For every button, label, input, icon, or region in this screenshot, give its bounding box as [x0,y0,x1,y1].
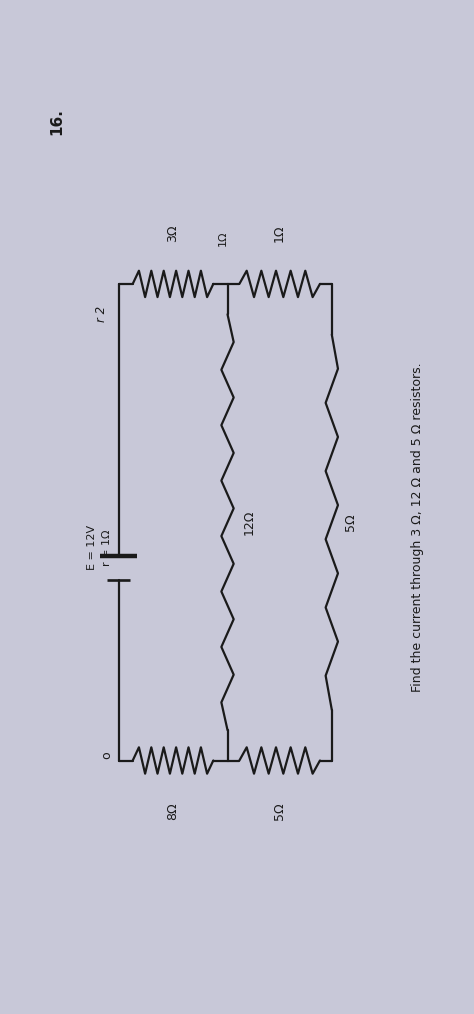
Text: E = 12V: E = 12V [87,525,98,570]
Text: r 2: r 2 [95,306,109,322]
Text: r = 1Ω: r = 1Ω [101,529,112,566]
Text: 8Ω: 8Ω [166,802,180,820]
Text: Find the current through 3 Ω, 12 Ω and 5 Ω resistors.: Find the current through 3 Ω, 12 Ω and 5… [410,362,424,693]
Text: 16.: 16. [49,108,64,135]
Text: 1Ω: 1Ω [273,224,286,242]
Text: 5Ω: 5Ω [273,802,286,820]
Text: o: o [100,751,113,759]
Text: 12Ω: 12Ω [242,509,255,535]
Text: 3Ω: 3Ω [166,224,180,242]
Text: 1Ω: 1Ω [218,230,228,246]
Text: 5Ω: 5Ω [344,513,357,531]
